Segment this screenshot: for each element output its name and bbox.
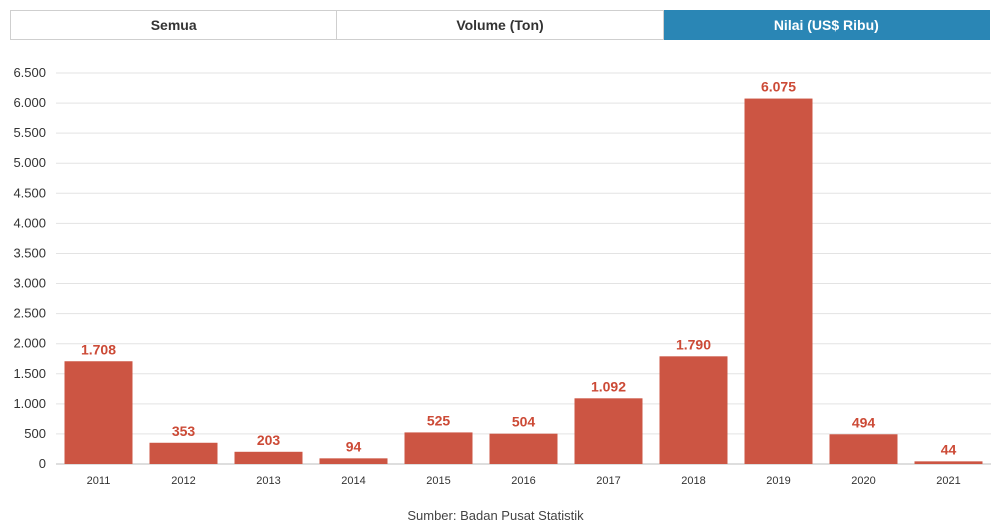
bar [234, 451, 303, 464]
y-tick-label: 4.500 [13, 185, 46, 200]
x-tick-label: 2014 [341, 475, 365, 487]
tab-semua[interactable]: Semua [10, 10, 338, 40]
value-labels: 1.708 353 203 94 525 504 1.092 1.790 6.075 494 44 [81, 79, 957, 458]
bar-value-label: 203 [257, 432, 281, 448]
x-tick-label: 2016 [511, 475, 535, 487]
x-tick-label: 2020 [851, 475, 875, 487]
x-axis-ticks: 2011 2012 2013 2014 2015 2016 2017 2018 2019 2020… [87, 475, 961, 487]
bar-chart: 0 500 1.000 1.500 2.000 2.500 3.000 3.500 4.000 4… [13, 65, 991, 487]
y-tick-label: 2.000 [13, 336, 46, 351]
bar-value-label: 6.075 [761, 79, 796, 95]
bar [489, 433, 558, 464]
bar [744, 98, 813, 465]
bar [404, 432, 473, 464]
bar [829, 434, 898, 464]
y-tick-label: 6.500 [13, 65, 46, 80]
bar-value-label: 44 [941, 441, 957, 457]
x-tick-label: 2012 [171, 475, 195, 487]
y-tick-label: 2.500 [13, 306, 46, 321]
bar [914, 461, 983, 464]
bar [64, 361, 133, 464]
y-tick-label: 4.000 [13, 215, 46, 230]
y-tick-label: 500 [24, 426, 46, 441]
bar-value-label: 525 [427, 412, 451, 428]
x-tick-label: 2017 [596, 475, 620, 487]
x-tick-label: 2019 [766, 475, 790, 487]
bar-value-label: 494 [852, 414, 876, 430]
grid-lines [56, 72, 991, 465]
y-tick-label: 6.000 [13, 95, 46, 110]
x-tick-label: 2015 [426, 475, 450, 487]
tab-nilai[interactable]: Nilai (US$ Ribu) [663, 10, 990, 40]
x-tick-label: 2013 [256, 475, 280, 487]
bar [574, 398, 643, 464]
x-tick-label: 2021 [936, 475, 960, 487]
bar-value-label: 1.790 [676, 336, 711, 352]
tab-bar: Semua Volume (Ton) Nilai (US$ Ribu) [10, 10, 990, 40]
tab-volume[interactable]: Volume (Ton) [337, 10, 664, 40]
bar-value-label: 94 [346, 438, 362, 454]
y-tick-label: 1.500 [13, 366, 46, 381]
bars [64, 98, 983, 465]
y-tick-label: 5.000 [13, 155, 46, 170]
bar-value-label: 1.708 [81, 341, 116, 357]
y-tick-label: 1.000 [13, 396, 46, 411]
y-tick-label: 5.500 [13, 125, 46, 140]
x-tick-label: 2018 [681, 475, 705, 487]
bar [149, 442, 218, 464]
y-tick-label: 0 [39, 456, 46, 471]
bar-value-label: 353 [172, 423, 196, 439]
bar-value-label: 504 [512, 414, 536, 430]
bar [319, 458, 388, 464]
bar [659, 356, 728, 464]
y-axis-ticks: 0 500 1.000 1.500 2.000 2.500 3.000 3.500 4.000 4… [13, 65, 46, 471]
x-tick-label: 2011 [87, 475, 111, 487]
source-note: Sumber: Badan Pusat Statistik [407, 508, 584, 523]
y-tick-label: 3.000 [13, 276, 46, 291]
bar-value-label: 1.092 [591, 378, 626, 394]
y-tick-label: 3.500 [13, 245, 46, 260]
